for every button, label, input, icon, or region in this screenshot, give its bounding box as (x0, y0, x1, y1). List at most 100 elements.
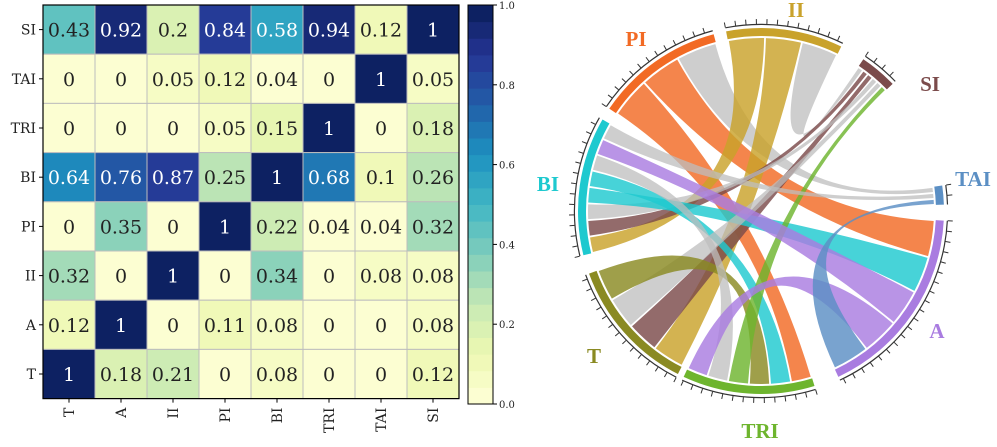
arc-tick (837, 35, 841, 41)
heatmap-cell-label: 0.76 (100, 167, 142, 189)
heatmap-cell-label: 0.18 (412, 118, 454, 140)
col-label-t: T (62, 407, 78, 417)
arc-tick (646, 360, 650, 366)
colorbar-tick-label: 0.6 (499, 161, 515, 172)
heatmap-cell-label: 0.15 (256, 118, 298, 140)
heatmap-cell-label: 0 (115, 266, 127, 288)
arc-tick (608, 324, 613, 329)
col-label-a: A (114, 407, 130, 419)
heatmap-cell-label: 0.08 (256, 364, 298, 386)
col-label-tai: TAI (374, 408, 390, 432)
heatmap-cell-a-si (406, 299, 460, 350)
ribbon-tai-a (812, 199, 934, 368)
heatmap-cell-si-a (94, 4, 148, 55)
arc-tick (929, 290, 935, 294)
heatmap-cell-label: 0.92 (100, 20, 142, 42)
heatmap-cell-label: 0 (167, 216, 179, 238)
colorbar-band (468, 370, 493, 388)
arc-tick (654, 366, 659, 372)
heatmap-cell-label: 1 (375, 69, 387, 91)
ribbon-pi-tri (618, 83, 811, 382)
arc-tick (900, 334, 906, 339)
heatmap-cell-label: 0.58 (256, 20, 298, 42)
colorbar-band (468, 104, 493, 122)
heatmap-frame (42, 4, 460, 400)
colorbar-band (468, 271, 493, 289)
arc-si (858, 59, 893, 90)
arc-tick (886, 349, 891, 354)
heatmap-cell-label: 0.04 (360, 216, 402, 238)
node-label-bi: BI (537, 172, 559, 196)
arc-tick (585, 131, 591, 135)
heatmap-cell-bi-pi (198, 152, 252, 203)
arc-tick (919, 309, 925, 313)
arc-axis-ii (725, 23, 844, 44)
colorbar-band (468, 387, 493, 405)
heatmap-cell-t-ii (146, 348, 200, 400)
ribbon-a-tri (688, 276, 893, 376)
heatmap-cell-label: 0 (375, 315, 387, 337)
heatmap-cell-ii-tai (354, 250, 408, 301)
heatmap-cell-label: 0.05 (152, 69, 194, 91)
heatmap-cell-label: 0 (323, 315, 335, 337)
arc-axis-si (865, 55, 896, 82)
heatmap-cell-label: 0 (167, 118, 179, 140)
arc-tick (865, 51, 869, 57)
colorbar-band (468, 254, 493, 272)
heatmap-cell-pi-pi (198, 201, 252, 252)
arc-tick (637, 63, 642, 69)
colorbar-tick-label: 0.2 (499, 320, 515, 331)
colorbar-band (468, 320, 493, 338)
arc-tick (945, 241, 951, 243)
heatmap-cell-label: 0.68 (308, 167, 350, 189)
heatmap-cell-a-t (42, 299, 96, 350)
ribbon-tri-si (728, 87, 885, 384)
node-label-a: A (929, 319, 945, 343)
heatmap-cell-a-tai (354, 299, 408, 350)
colorbar-band (468, 171, 493, 189)
heatmap-cell-label: 0.08 (412, 266, 454, 288)
heatmap-cell-label: 1 (63, 364, 75, 386)
arc-tick (682, 35, 686, 41)
arc-tick (663, 45, 667, 50)
heatmap-cell-label: 0 (219, 266, 231, 288)
heatmap-cell-label: 0.05 (204, 118, 246, 140)
arc-tick (873, 57, 878, 63)
heatmap-cell-label: 1 (115, 315, 127, 337)
heatmap-cell-label: 0.32 (48, 266, 90, 288)
arc-tick (881, 64, 886, 69)
heatmap-cell-label: 0.64 (48, 167, 90, 189)
arc-tick (827, 31, 831, 37)
colorbar-band (468, 354, 493, 372)
heatmap-cell-label: 0 (323, 364, 335, 386)
node-label-ii: II (788, 0, 804, 22)
arc-tick (815, 389, 818, 395)
heatmap-cell-label: 0.08 (360, 266, 402, 288)
heatmap-cell-tai-a (94, 53, 148, 104)
colorbar-band (468, 221, 493, 239)
heatmap-cell-tai-tri (302, 53, 356, 104)
heatmap-cell-pi-si (406, 201, 460, 252)
heatmap-cell-label: 1 (323, 118, 335, 140)
arc-tick (794, 394, 797, 400)
heatmap-cell-ii-ii (146, 250, 200, 301)
heatmap-cell-bi-bi (250, 152, 304, 203)
colorbar-band (468, 287, 493, 305)
colorbar-band (468, 204, 493, 222)
arc-axis-tai (945, 184, 949, 205)
arc-tick (700, 388, 704, 394)
colorbar-tick-label: 0.0 (499, 400, 515, 411)
colorbar-band (468, 54, 493, 72)
arc-tick (663, 372, 668, 378)
colorbar-band (468, 304, 493, 322)
colorbar-band (468, 337, 493, 355)
heatmap-cell-bi-tai (354, 152, 408, 203)
heatmap-cell-label: 0.2 (158, 20, 188, 42)
heatmap-cell-a-ii (146, 299, 200, 350)
arc-tick (614, 86, 619, 91)
heatmap-cell-label: 0.05 (412, 69, 454, 91)
arc-tick (645, 56, 650, 62)
colorbar-band (468, 71, 493, 89)
heatmap-cell-label: 0.04 (308, 216, 350, 238)
node-label-tri: TRI (741, 419, 778, 443)
